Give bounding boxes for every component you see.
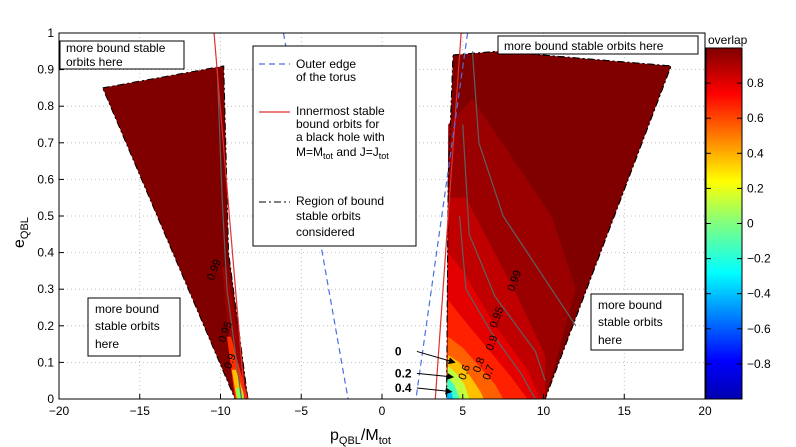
colorbar-tick-label: −0.6 bbox=[747, 322, 771, 336]
y-tick-label: 0.4 bbox=[37, 246, 54, 260]
svg-text:bound orbits for: bound orbits for bbox=[296, 117, 379, 131]
colorbar-tick-label: 0.4 bbox=[747, 146, 764, 160]
region-band-left bbox=[235, 388, 244, 399]
y-tick-label: 1 bbox=[47, 26, 54, 40]
x-tick-label: 20 bbox=[698, 404, 712, 418]
region-left bbox=[101, 65, 249, 399]
y-tick-label: 0.2 bbox=[37, 319, 54, 333]
svg-text:stable orbits: stable orbits bbox=[598, 315, 663, 329]
contour-line bbox=[216, 69, 243, 399]
x-axis: −20 −15 −10 −5 0 5 10 15 20 bbox=[49, 394, 712, 418]
arrow bbox=[416, 387, 453, 395]
svg-text:orbits here: orbits here bbox=[66, 55, 123, 69]
y-tick-label: 0.3 bbox=[37, 282, 54, 296]
colorbar-tick-label: −0.2 bbox=[747, 252, 771, 266]
svg-text:more bound: more bound bbox=[598, 298, 662, 312]
colorbar-tick-label: −0.8 bbox=[747, 357, 771, 371]
contour-label: 0.9 bbox=[484, 334, 501, 352]
contour-label: 0.8 bbox=[471, 356, 488, 374]
colorbar-tick-label: 0 bbox=[747, 217, 754, 231]
svg-text:Region of bound: Region of bound bbox=[296, 194, 384, 208]
arrow-labels: 0 0.20.4 bbox=[395, 344, 456, 395]
svg-text:more bound: more bound bbox=[95, 302, 159, 316]
contour-line bbox=[462, 124, 546, 381]
svg-text:Outer edge: Outer edge bbox=[296, 57, 356, 71]
y-tick-label: 0.5 bbox=[37, 209, 54, 223]
torus-line bbox=[415, 33, 469, 399]
svg-text:here: here bbox=[598, 333, 622, 347]
colorbar-tick-label: 0.8 bbox=[747, 76, 764, 90]
y-tick-label: 0.1 bbox=[37, 355, 54, 369]
contour-line bbox=[471, 51, 577, 327]
y-axis: 0 0.1 0.2 0.3 0.4 0.5 0.6 0.7 0.8 0.9 1 bbox=[37, 26, 64, 406]
contour-label: 0.9 bbox=[222, 352, 239, 370]
contour-line bbox=[458, 215, 536, 399]
contour-label: 0.6 bbox=[457, 363, 474, 381]
x-tick-label: −20 bbox=[49, 404, 70, 418]
colorbar-title: overlap bbox=[708, 33, 748, 47]
arrow bbox=[416, 350, 456, 365]
y-tick-label: 0.7 bbox=[37, 136, 54, 150]
y-tick-label: 0.9 bbox=[37, 63, 54, 77]
colorbar-tick-label: 0.2 bbox=[747, 181, 764, 195]
y-tick-label: 0 bbox=[47, 392, 54, 406]
colorbar-tick-label: −0.4 bbox=[747, 287, 771, 301]
annotation-left: more bound stable orbits here bbox=[87, 297, 181, 357]
arrow-label: 0.4 bbox=[395, 381, 412, 395]
svg-text:M=Mtot and J=Jtot: M=Mtot and J=Jtot bbox=[296, 145, 389, 161]
svg-text:more bound stable: more bound stable bbox=[66, 41, 166, 55]
svg-text:eQBL: eQBL bbox=[11, 217, 31, 248]
overlap-regions bbox=[101, 50, 672, 399]
region-band-left bbox=[231, 369, 246, 399]
svg-text:stable orbits: stable orbits bbox=[95, 319, 160, 333]
colorbar-gradient bbox=[705, 47, 743, 400]
svg-text:more bound stable orbits here: more bound stable orbits here bbox=[504, 39, 664, 53]
svg-text:a black hole with: a black hole with bbox=[296, 130, 385, 144]
svg-text:Innermost stable: Innermost stable bbox=[296, 104, 385, 118]
legend: Outer edge of the torus Innermost stable… bbox=[252, 45, 417, 247]
svg-text:of the torus: of the torus bbox=[296, 70, 356, 84]
colorbar: overlap 0.8 0.6 0.4 0.2 0 −0.2 −0.4 −0.6 −0.8 bbox=[705, 33, 771, 400]
y-axis-label: eQBL bbox=[11, 217, 31, 248]
y-tick-label: 0.8 bbox=[37, 99, 54, 113]
isco-line bbox=[434, 33, 462, 399]
annotation-right: more bound stable orbits here bbox=[590, 293, 684, 351]
x-axis-label: pQBL/Mtot bbox=[330, 427, 391, 447]
arrow-label: 0.2 bbox=[395, 366, 412, 380]
x-tick-label: −10 bbox=[210, 404, 231, 418]
x-tick-label: 10 bbox=[537, 404, 551, 418]
svg-text:stable orbits: stable orbits bbox=[296, 209, 361, 223]
x-tick-label: 0 bbox=[379, 404, 386, 418]
colorbar-tick-label: 0.6 bbox=[747, 111, 764, 125]
svg-text:here: here bbox=[95, 337, 119, 351]
arrow bbox=[416, 372, 455, 380]
x-tick-label: 5 bbox=[459, 404, 466, 418]
contour-label: 0.7 bbox=[481, 363, 498, 381]
annotation-top-right: more bound stable orbits here bbox=[497, 35, 699, 55]
y-tick-label: 0.6 bbox=[37, 172, 54, 186]
annotation-top-left: more bound stable orbits here bbox=[59, 40, 185, 70]
x-tick-label: −5 bbox=[294, 404, 308, 418]
svg-text:considered: considered bbox=[296, 225, 355, 239]
arrow-label: 0 bbox=[395, 344, 402, 358]
isco-line bbox=[213, 33, 246, 399]
x-tick-label: −15 bbox=[130, 404, 151, 418]
x-tick-label: 15 bbox=[618, 404, 632, 418]
